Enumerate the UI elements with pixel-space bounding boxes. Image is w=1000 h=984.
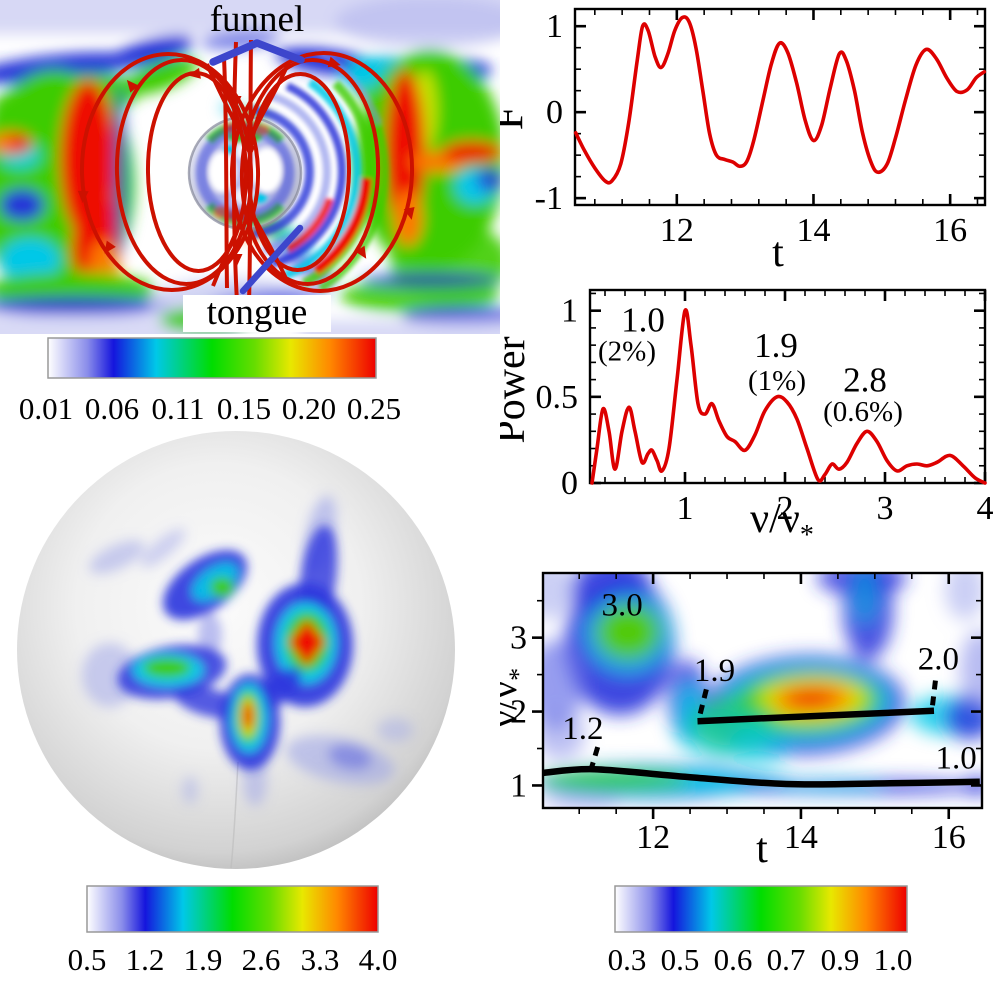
x-tick-label: 14: [796, 212, 830, 249]
peak-fraction-label: (2%): [598, 336, 656, 368]
x-tick-label: 16: [932, 819, 966, 856]
tongue-label: tongue: [207, 292, 308, 333]
ridge-frequency-annotation: 3.0: [601, 587, 642, 623]
tongue-pointer: [239, 224, 304, 295]
peak-fraction-label: (0.6%): [823, 396, 903, 428]
ridge-frequency-annotation: 2.0: [918, 641, 959, 677]
ridge-frequency-annotation: 1.0: [936, 740, 977, 776]
sim-colorbar-tick: 0.01: [19, 391, 73, 426]
plot-frame: [541, 571, 984, 810]
ridge-line-fundamental: [542, 765, 980, 788]
sphere-colorbar-tick: 2.6: [242, 942, 281, 977]
power-xaxis-title-sub: *: [800, 520, 814, 550]
f-yaxis-title: F: [500, 106, 532, 130]
wavelet-yaxis-title: ν/ν*: [500, 668, 533, 728]
power-spectrum-chart: Power ν/ν* 1 2 3 4 0 0.5 1 1.0(2%) 1.9(1%) 2.8(0.…: [500, 288, 994, 550]
simulation-panel: funnel tongue 0.01 0.06 0.11 0.15 0.20 0…: [0, 0, 500, 430]
sphere-seam: [230, 761, 239, 869]
sim-colorbar-tick: 0.25: [347, 391, 401, 426]
power-yaxis-title: Power: [500, 336, 534, 443]
y-tick-label: 1: [546, 8, 563, 45]
funnel-pointer: [209, 39, 305, 66]
wavelet-colorbar-tick: 1.0: [874, 942, 913, 977]
power-xaxis-title: ν/ν*: [750, 496, 814, 550]
wavelet-colorbar-tick: 0.5: [661, 942, 700, 977]
ridge-leader-dash: [589, 746, 601, 768]
sim-colorbar: 0.01 0.06 0.11 0.15 0.20 0.25: [19, 337, 401, 426]
y-tick-label: 0.5: [536, 379, 579, 416]
x-tick-label: 2: [777, 490, 794, 527]
wavelet-xaxis-title: t: [756, 826, 768, 872]
y-tick-label: -1: [535, 180, 563, 217]
sim-colorbar-tick: 0.11: [151, 391, 204, 426]
y-tick-label: 2: [510, 694, 527, 731]
x-tick-label: 1: [677, 490, 694, 527]
tongue-label-box: [183, 295, 331, 332]
funnel-label: funnel: [210, 0, 305, 40]
y-tick-label: 0: [561, 465, 578, 502]
sphere-colorbar-tick: 1.9: [184, 942, 223, 977]
ridge-frequency-annotation: 1.9: [694, 653, 735, 689]
f-xaxis-title: t: [772, 230, 784, 270]
sphere-colorbar-tick: 0.5: [68, 942, 107, 977]
sim-colorbar-tick: 0.15: [217, 391, 271, 426]
y-tick-label: 1: [510, 767, 527, 804]
wavelet-colorbar: 0.3 0.5 0.6 0.7 0.9 1.0: [608, 885, 913, 977]
sim-colorbar-tick: 0.06: [85, 391, 139, 426]
x-tick-label: 14: [784, 819, 818, 856]
wavelet-yaxis-title-main: ν/ν: [500, 681, 525, 728]
x-tick-label: 3: [877, 490, 894, 527]
ridge-frequency-annotation: 1.2: [562, 711, 603, 747]
hotspot-sphere-panel: 0.5 1.2 1.9 2.6 3.3 4.0: [17, 431, 455, 977]
power-spectrum-curve: [590, 308, 987, 485]
peak-frequency-label: 1.0: [621, 300, 665, 339]
y-tick-label: 1: [561, 293, 578, 330]
peak-frequency-label: 1.9: [754, 326, 798, 365]
flux-time-series-chart: F t 12 14 16 1 0 -1: [500, 7, 987, 270]
sim-colorbar-tick: 0.20: [282, 391, 336, 426]
flux-vs-time-axes: 12 14 16 1 0 -1: [535, 7, 987, 249]
power-xaxis-title-main: ν/ν: [750, 496, 800, 542]
sphere-colorbar-tick: 3.3: [301, 942, 340, 977]
wavelet-colorbar-tick: 0.6: [714, 942, 753, 977]
power-spectrum-axes: 1 2 3 4 0 0.5 1: [536, 288, 994, 527]
y-tick-label: 3: [510, 620, 527, 657]
wavelet-spectrogram-chart: ν/ν* t 0.3 0.5 0.6 0.7 0.9 1.0 12 14 16123…: [500, 571, 984, 977]
plot-frame: [588, 288, 987, 485]
wavelet-colorbar-tick: 0.9: [821, 942, 860, 977]
y-tick-label: 0: [546, 94, 563, 131]
x-tick-label: 12: [636, 819, 670, 856]
peak-fraction-label: (1%): [748, 365, 806, 397]
wavelet-yaxis-title-sub: *: [504, 668, 533, 681]
field-line-arrows: [77, 56, 415, 266]
sphere-colorbar-tick: 1.2: [126, 942, 165, 977]
hotspots: [82, 495, 413, 806]
sphere-colorbar: 0.5 1.2 1.9 2.6 3.3 4.0: [68, 885, 398, 977]
wavelet-colorbar-tick: 0.3: [608, 942, 647, 977]
x-tick-label: 12: [660, 212, 694, 249]
ridge-line-first-harmonic: [697, 707, 935, 725]
x-tick-label: 16: [933, 212, 967, 249]
magnetic-field-lines: [77, 39, 415, 304]
sphere-colorbar-tick: 4.0: [359, 942, 398, 977]
ridge-leader-dash: [930, 680, 938, 706]
plot-frame: [573, 7, 987, 207]
peak-frequency-label: 2.8: [843, 361, 887, 400]
ridge-leader-dash: [696, 688, 709, 720]
x-tick-label: 4: [977, 490, 994, 527]
wavelet-colorbar-tick: 0.7: [767, 942, 806, 977]
flux-vs-time-curve: [573, 15, 987, 185]
